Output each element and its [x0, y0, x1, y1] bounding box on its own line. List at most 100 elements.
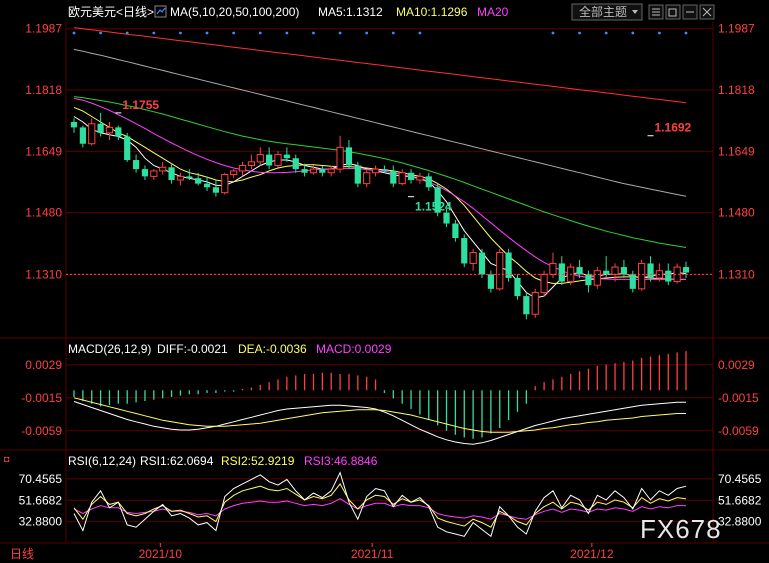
price-annotation: 1.1524	[415, 200, 452, 214]
candle	[469, 248, 477, 271]
candle	[319, 165, 326, 177]
y-tick-label: -0.0015	[21, 391, 62, 405]
candle-body	[381, 169, 388, 171]
header-bar: 欧元美元<日线> MA(5,10,20,50,100,200) MA5:1.13…	[0, 0, 769, 22]
candle	[593, 267, 601, 289]
macd-histogram	[73, 351, 687, 439]
candle-body	[141, 169, 149, 177]
candle-body	[354, 165, 361, 184]
candle-body	[478, 252, 486, 275]
candle	[70, 118, 78, 133]
signal-dot	[232, 31, 236, 35]
rsi2-label: RSI2:52.9219	[221, 454, 295, 468]
candle-body	[593, 270, 601, 286]
candle	[629, 270, 636, 293]
candle	[301, 163, 308, 177]
signal-dot	[551, 31, 555, 35]
candle	[620, 259, 628, 278]
candle-body	[292, 158, 299, 170]
candle-body	[230, 170, 238, 176]
candle-body	[371, 168, 380, 174]
candle-body	[487, 274, 494, 289]
candle-body	[434, 187, 441, 213]
candle	[309, 165, 318, 175]
signal-dot	[312, 31, 315, 35]
candle-body	[105, 126, 114, 134]
candle-body	[274, 154, 282, 166]
candle	[159, 161, 167, 175]
candle-body	[132, 160, 140, 170]
macd-dea-label: DEA:-0.0036	[238, 342, 307, 356]
candle	[354, 161, 361, 188]
signal-dot	[365, 31, 369, 35]
ma5-line	[73, 116, 687, 299]
date-tick-label: 2021/11	[351, 547, 394, 561]
signal-dot	[258, 31, 262, 35]
candle-body	[647, 263, 654, 278]
ma50-line	[73, 96, 687, 248]
period-label[interactable]: 日线	[10, 547, 34, 561]
macd-lines	[73, 397, 686, 445]
grid-icon[interactable]	[648, 4, 664, 20]
candle	[247, 154, 255, 170]
candle-body	[79, 127, 86, 144]
candlesticks	[70, 112, 690, 320]
theme-dropdown[interactable]: 全部主题	[571, 3, 643, 21]
candle-body	[124, 136, 131, 161]
candle-body	[611, 266, 619, 275]
candle-body	[558, 263, 565, 282]
candle-body	[186, 176, 193, 179]
candle	[531, 288, 539, 318]
close-icon[interactable]	[699, 4, 715, 20]
watermark: FX678	[640, 514, 722, 544]
y-tick-label: 1.1987	[25, 22, 62, 36]
candle	[195, 172, 202, 186]
candle	[682, 261, 690, 278]
candle-body	[256, 154, 264, 163]
restore-icon[interactable]	[665, 4, 681, 20]
candle-body	[247, 161, 255, 166]
candle-body	[443, 212, 450, 224]
candle	[381, 165, 388, 173]
ma100-line	[73, 48, 687, 197]
signal-dot	[657, 31, 661, 35]
candle	[434, 183, 441, 217]
price-annotation: 1.1692	[655, 121, 692, 135]
rsi1-label: RSI1:62.0694	[140, 454, 214, 468]
macd-value-label: MACD:0.0029	[316, 342, 392, 356]
candle	[203, 176, 211, 191]
ma20-label: MA20	[477, 5, 509, 19]
signal-dot	[99, 31, 103, 35]
candle	[238, 161, 247, 177]
candle-body	[150, 170, 158, 177]
main-y-axis-right: 1.1987 1.1818 1.1649 1.1480 1.1310	[718, 22, 755, 282]
candle-body	[523, 296, 530, 315]
candle	[212, 180, 220, 197]
candle-body	[70, 121, 78, 128]
candle	[115, 125, 122, 141]
candle	[266, 147, 273, 170]
candle	[505, 248, 512, 282]
rsi-lines	[73, 471, 687, 538]
candle	[150, 169, 158, 180]
candle	[141, 165, 149, 180]
y-tick-label: 70.4565	[718, 472, 762, 486]
candle	[398, 169, 406, 186]
candle	[638, 259, 646, 291]
ma5-label: MA5:1.1312	[318, 5, 383, 19]
signal-dot	[72, 31, 76, 35]
date-tick-label: 2021/12	[570, 547, 614, 561]
menu-icon[interactable]	[682, 4, 698, 20]
candle	[549, 252, 557, 278]
candle	[478, 248, 486, 278]
candle-body	[540, 273, 548, 293]
ma-icon[interactable]	[154, 5, 167, 18]
diff-line	[73, 401, 686, 445]
rsi-settings-icon[interactable]: ◘	[4, 454, 10, 464]
candle	[283, 147, 290, 162]
candle-body	[159, 166, 167, 172]
signal-dot	[152, 31, 156, 35]
candle	[540, 270, 548, 297]
y-tick-label: 32.8800	[19, 515, 63, 529]
